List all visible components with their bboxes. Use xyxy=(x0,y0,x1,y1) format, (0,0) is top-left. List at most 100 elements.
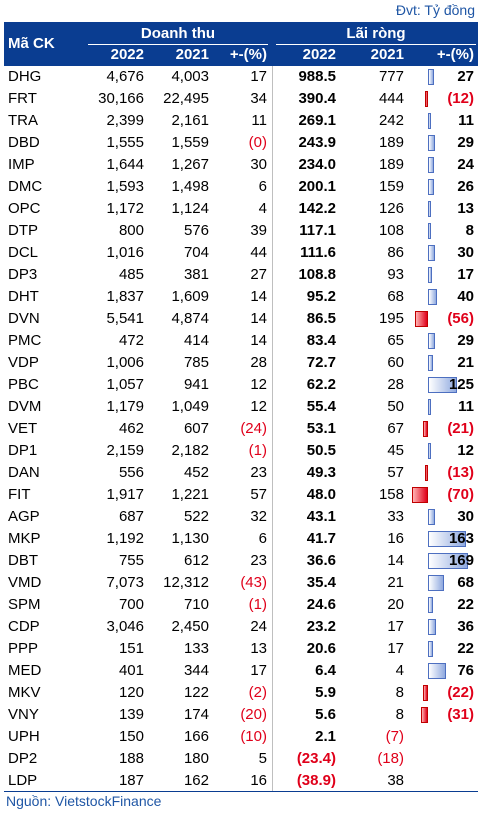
revenue-2021: 612 xyxy=(183,552,209,569)
revenue-2022: 1,644 xyxy=(106,156,144,173)
revenue-change: 6 xyxy=(258,178,267,195)
profit-change: 8 xyxy=(465,222,474,239)
header-code: Mã CK xyxy=(8,35,55,52)
row-code: IMP xyxy=(8,156,35,173)
profit-2022: (23.4) xyxy=(296,750,336,767)
positive-change-bar xyxy=(428,531,466,547)
row-code: DBD xyxy=(8,134,40,151)
profit-2022: 269.1 xyxy=(298,112,336,129)
positive-change-bar xyxy=(428,267,432,283)
revenue-change: 28 xyxy=(250,354,267,371)
header-profit-divider xyxy=(276,44,476,45)
revenue-2021: 522 xyxy=(183,508,209,525)
table-row: DTP 800 576 39 117.1 108 8 xyxy=(4,220,478,242)
profit-change: 22 xyxy=(457,640,474,657)
profit-2022: 83.4 xyxy=(306,332,336,349)
profit-2022: 20.6 xyxy=(306,640,336,657)
header-profit-2021: 2021 xyxy=(370,46,404,63)
profit-2021: 20 xyxy=(387,596,404,613)
profit-change: 21 xyxy=(457,354,474,371)
header-revenue-2021: 2021 xyxy=(175,46,209,63)
profit-2022: 2.1 xyxy=(315,728,336,745)
profit-2022: 86.5 xyxy=(306,310,336,327)
profit-2022: 5.6 xyxy=(315,706,336,723)
revenue-change: 34 xyxy=(250,90,267,107)
revenue-2022: 120 xyxy=(118,684,144,701)
revenue-2021: 2,450 xyxy=(171,618,209,635)
row-code: PPP xyxy=(8,640,39,657)
positive-change-bar xyxy=(428,377,457,393)
profit-2021: 158 xyxy=(378,486,404,503)
revenue-2022: 7,073 xyxy=(106,574,144,591)
profit-2022: 35.4 xyxy=(306,574,336,591)
profit-2021: 108 xyxy=(378,222,404,239)
table-row: MED 401 344 17 6.4 4 76 xyxy=(4,660,478,682)
row-code: DHT xyxy=(8,288,39,305)
revenue-2021: 1,221 xyxy=(171,486,209,503)
negative-change-bar xyxy=(425,465,428,481)
profit-2022: (38.9) xyxy=(296,772,336,789)
table-row: IMP 1,644 1,267 30 234.0 189 24 xyxy=(4,154,478,176)
table-row: DVM 1,179 1,049 12 55.4 50 11 xyxy=(4,396,478,418)
revenue-2022: 1,555 xyxy=(106,134,144,151)
row-code: OPC xyxy=(8,200,41,217)
revenue-2022: 2,399 xyxy=(106,112,144,129)
negative-change-bar xyxy=(423,685,428,701)
revenue-2022: 1,917 xyxy=(106,486,144,503)
table-row: PBC 1,057 941 12 62.2 28 125 xyxy=(4,374,478,396)
profit-change: 27 xyxy=(457,68,474,85)
profit-2021: 444 xyxy=(378,90,404,107)
revenue-2022: 4,676 xyxy=(106,68,144,85)
profit-2022: 53.1 xyxy=(306,420,336,437)
revenue-2021: 162 xyxy=(183,772,209,789)
profit-2021: 242 xyxy=(378,112,404,129)
profit-2021: 57 xyxy=(387,464,404,481)
positive-change-bar xyxy=(428,575,444,591)
negative-change-bar xyxy=(423,421,428,437)
profit-change: 30 xyxy=(457,244,474,261)
positive-change-bar xyxy=(428,113,431,129)
profit-2021: 21 xyxy=(387,574,404,591)
row-code: DBT xyxy=(8,552,38,569)
profit-change: (31) xyxy=(447,706,474,723)
profit-2022: 200.1 xyxy=(298,178,336,195)
profit-change: 11 xyxy=(458,112,474,129)
revenue-2022: 800 xyxy=(118,222,144,239)
profit-change: 26 xyxy=(457,178,474,195)
profit-change: (70) xyxy=(447,486,474,503)
column-divider xyxy=(272,66,273,791)
profit-2021: 17 xyxy=(387,618,404,635)
profit-2022: 55.4 xyxy=(306,398,336,415)
revenue-change: 32 xyxy=(250,508,267,525)
revenue-2021: 452 xyxy=(183,464,209,481)
revenue-change: (0) xyxy=(248,134,267,151)
profit-change: 163 xyxy=(448,530,474,547)
profit-2022: 23.2 xyxy=(306,618,336,635)
table-row: DBT 755 612 23 36.6 14 169 xyxy=(4,550,478,572)
profit-2021: (7) xyxy=(385,728,404,745)
row-code: DTP xyxy=(8,222,38,239)
row-code: AGP xyxy=(8,508,40,525)
profit-2021: 50 xyxy=(387,398,404,415)
row-code: DP2 xyxy=(8,750,38,767)
profit-2022: 41.7 xyxy=(306,530,336,547)
table-row: DMC 1,593 1,498 6 200.1 159 26 xyxy=(4,176,478,198)
profit-2021: 28 xyxy=(387,376,404,393)
profit-2022: 390.4 xyxy=(298,90,336,107)
row-code: VMD xyxy=(8,574,42,591)
table-row: FRT 30,166 22,495 34 390.4 444 (12) xyxy=(4,88,478,110)
row-code: PBC xyxy=(8,376,39,393)
revenue-2021: 133 xyxy=(183,640,209,657)
revenue-2021: 1,124 xyxy=(171,200,209,217)
revenue-2022: 1,057 xyxy=(106,376,144,393)
revenue-2021: 180 xyxy=(183,750,209,767)
profit-change: 29 xyxy=(457,332,474,349)
revenue-change: 23 xyxy=(250,464,267,481)
row-code: VET xyxy=(8,420,38,437)
positive-change-bar xyxy=(428,663,446,679)
revenue-2021: 941 xyxy=(183,376,209,393)
revenue-2021: 1,559 xyxy=(171,134,209,151)
header-revenue: Doanh thu xyxy=(140,25,216,42)
revenue-2022: 1,006 xyxy=(106,354,144,371)
row-code: DVM xyxy=(8,398,42,415)
